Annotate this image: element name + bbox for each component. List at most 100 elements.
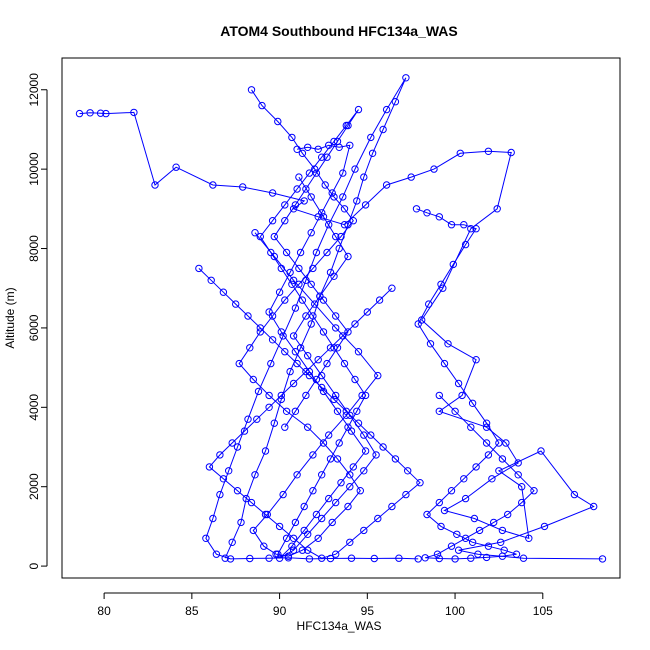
data-point: [307, 229, 315, 237]
data-point: [423, 510, 431, 519]
data-point: [447, 487, 456, 495]
data-point: [75, 109, 84, 118]
data-point: [332, 312, 340, 320]
data-point: [302, 185, 310, 193]
data-point: [530, 487, 538, 495]
data-point: [289, 205, 298, 213]
data-point: [346, 483, 354, 491]
data-point: [291, 201, 300, 209]
data-point: [275, 288, 284, 296]
data-point: [302, 367, 310, 376]
data-point: [332, 324, 340, 332]
series-1: [202, 74, 422, 563]
series-line: [416, 208, 535, 560]
data-point: [228, 538, 236, 546]
data-point: [309, 264, 317, 273]
data-point: [312, 510, 321, 519]
series-line: [198, 268, 421, 559]
data-point: [311, 300, 319, 308]
data-point: [312, 248, 321, 257]
data-point: [235, 359, 243, 368]
data-point: [282, 534, 291, 542]
data-point: [256, 324, 264, 332]
data-point: [570, 490, 579, 499]
data-point: [319, 387, 328, 396]
data-point: [319, 439, 328, 447]
data-point: [253, 415, 261, 423]
data-point: [451, 555, 459, 563]
data-point: [370, 554, 378, 563]
data-point: [318, 383, 326, 392]
data-point: [470, 514, 479, 523]
data-point: [461, 240, 470, 249]
data-point: [289, 379, 298, 388]
data-point: [212, 550, 221, 558]
data-point: [360, 431, 368, 439]
y-tick-label: 12000: [27, 73, 41, 107]
x-tick-label: 105: [533, 604, 553, 618]
data-point: [525, 534, 533, 542]
data-point: [318, 471, 326, 479]
data-point: [275, 554, 284, 562]
x-tick-label: 85: [185, 604, 199, 618]
data-point: [309, 487, 317, 495]
data-point: [304, 530, 312, 538]
data-point: [337, 232, 345, 241]
data-point: [497, 538, 505, 546]
data-point: [507, 148, 515, 157]
data-point: [291, 407, 300, 415]
data-point: [302, 391, 310, 400]
plot-frame: [61, 57, 621, 579]
data-point: [304, 143, 312, 152]
data-point: [382, 181, 391, 189]
data-point: [472, 356, 480, 364]
data-point: [354, 348, 363, 356]
data-point: [265, 308, 273, 316]
data-point: [330, 395, 338, 404]
data-point: [368, 149, 377, 158]
data-point: [268, 336, 277, 344]
data-point: [225, 467, 233, 475]
data-point: [493, 205, 501, 213]
data-point: [289, 534, 298, 542]
data-point: [318, 153, 326, 161]
data-point: [344, 252, 352, 261]
data-point: [467, 423, 475, 431]
data-point: [277, 328, 285, 336]
data-point: [281, 296, 289, 304]
data-point: [86, 109, 94, 117]
data-point: [402, 74, 410, 82]
data-point: [421, 554, 429, 562]
series-line: [259, 109, 367, 555]
data-point: [395, 554, 403, 562]
data-point: [416, 479, 424, 487]
data-point: [300, 197, 308, 205]
data-point: [228, 439, 236, 447]
data-point: [361, 201, 370, 209]
data-point: [502, 439, 510, 447]
data-point: [244, 415, 252, 423]
data-point: [323, 359, 331, 368]
data-point: [286, 367, 294, 376]
data-series-layer: [75, 74, 607, 563]
data-point: [318, 554, 326, 562]
data-point: [537, 447, 545, 455]
data-point: [484, 147, 493, 156]
data-point: [353, 197, 361, 205]
data-point: [360, 467, 368, 475]
data-point: [298, 149, 307, 158]
data-point: [219, 288, 228, 296]
data-point: [202, 534, 210, 542]
data-point: [279, 490, 287, 499]
data-point: [281, 201, 289, 209]
data-point: [323, 248, 331, 257]
data-point: [249, 526, 258, 535]
data-point: [344, 121, 352, 130]
data-point: [440, 506, 449, 515]
data-point: [454, 379, 463, 388]
data-point: [270, 419, 278, 427]
data-point: [423, 209, 431, 217]
data-point: [347, 554, 356, 562]
data-point: [382, 105, 391, 114]
